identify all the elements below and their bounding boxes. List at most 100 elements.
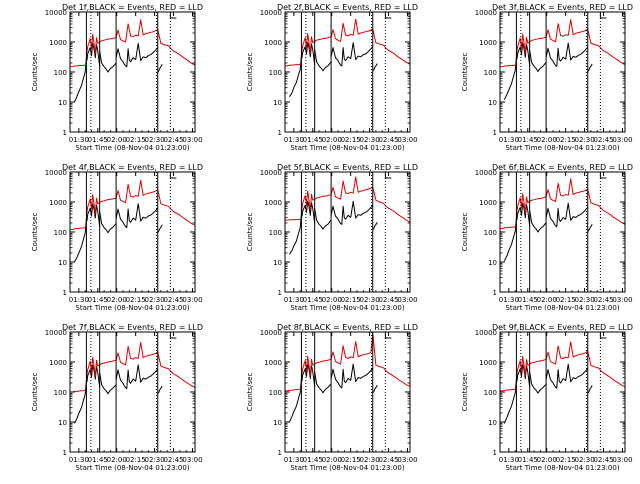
y-tick-label: 1 — [493, 289, 497, 297]
corner-bracket — [599, 173, 607, 179]
events-series-line — [115, 364, 159, 390]
plot-frame — [499, 11, 626, 133]
y-tick-label: 10000 — [45, 169, 67, 177]
chart-title: Det 3f,BLACK = Events, RED = LLD — [492, 3, 633, 12]
y-tick-label: 1 — [278, 289, 282, 297]
plot-frame — [499, 171, 626, 293]
y-tick-label: 10000 — [45, 329, 67, 337]
x-tick-label: 02:30 — [360, 456, 380, 464]
events-series-line — [587, 63, 593, 72]
x-tick-label: 02:30 — [145, 136, 165, 144]
y-tick-label: 10 — [488, 419, 497, 427]
y-tick-label: 10000 — [475, 169, 497, 177]
lld-series-line — [285, 218, 302, 221]
x-tick-label: 01:45 — [303, 136, 323, 144]
y-tick-label: 1 — [493, 129, 497, 137]
x-tick-label: 02:15 — [556, 136, 576, 144]
chart-title: Det 2f,BLACK = Events, RED = LLD — [277, 3, 418, 12]
x-tick-label: 02:30 — [575, 296, 595, 304]
chart-title: Det 9f,BLACK = Events, RED = LLD — [492, 323, 633, 332]
lld-series-line — [515, 19, 626, 66]
x-tick-label: 01:30 — [69, 136, 89, 144]
plot-frame — [284, 331, 411, 453]
x-tick-label: 01:30 — [499, 136, 519, 144]
lld-series-line — [300, 18, 411, 65]
lld-series-line — [515, 178, 626, 225]
x-tick-label: 02:45 — [378, 296, 398, 304]
y-tick-label: 10 — [273, 259, 282, 267]
x-axis-label: Start Time (08-Nov-04 01:23:00) — [290, 464, 404, 472]
plot-frame — [69, 11, 196, 133]
x-axis-label: Start Time (08-Nov-04 01:23:00) — [75, 464, 189, 472]
x-tick-label: 02:30 — [575, 136, 595, 144]
events-series-line — [529, 210, 547, 233]
y-tick-label: 100 — [54, 389, 67, 397]
x-tick-label: 02:15 — [341, 296, 361, 304]
x-tick-label: 01:45 — [88, 296, 108, 304]
x-tick-label: 03:00 — [397, 456, 417, 464]
y-tick-label: 10 — [488, 99, 497, 107]
corner-bracket — [384, 173, 392, 179]
x-tick-label: 02:30 — [575, 456, 595, 464]
events-series-line — [529, 50, 547, 72]
y-axis-label: Counts/sec — [246, 373, 254, 412]
lld-series-line — [285, 388, 302, 392]
y-axis-label: Counts/sec — [461, 373, 469, 412]
chart-panel-1: Det 1f,BLACK = Events, RED = LLD 1 10 100 10… — [31, 3, 203, 152]
x-tick-label: 02:45 — [378, 456, 398, 464]
x-tick-label: 02:45 — [163, 296, 183, 304]
events-series-line — [587, 224, 593, 232]
events-series-line — [314, 208, 332, 230]
x-tick-label: 01:45 — [303, 456, 323, 464]
plot-frame — [499, 331, 626, 453]
plot-frame — [284, 11, 411, 133]
x-tick-label: 02:00 — [107, 456, 127, 464]
y-tick-label: 100 — [269, 69, 282, 77]
x-tick-label: 02:30 — [145, 456, 165, 464]
x-tick-label: 02:15 — [341, 136, 361, 144]
lld-series-line — [500, 388, 517, 392]
y-tick-label: 1000 — [49, 39, 67, 47]
events-series-line — [157, 385, 163, 394]
y-tick-label: 10000 — [45, 9, 67, 17]
events-series-line — [115, 42, 159, 68]
corner-bracket — [599, 13, 607, 19]
events-series-line — [330, 363, 374, 389]
x-tick-label: 01:45 — [518, 136, 538, 144]
lld-series-line — [85, 179, 196, 226]
x-tick-label: 02:00 — [537, 296, 557, 304]
y-axis-label: Counts/sec — [31, 373, 39, 412]
y-tick-label: 10000 — [475, 9, 497, 17]
y-tick-label: 100 — [484, 389, 497, 397]
x-axis-label: Start Time (08-Nov-04 01:23:00) — [505, 144, 619, 152]
x-tick-label: 02:30 — [360, 296, 380, 304]
lld-series-line — [85, 341, 196, 389]
chart-title: Det 6f,BLACK = Events, RED = LLD — [492, 163, 633, 172]
lld-series-line — [515, 341, 626, 388]
plot-frame — [284, 171, 411, 293]
y-tick-label: 10 — [273, 99, 282, 107]
events-series-line — [372, 384, 378, 393]
y-tick-label: 10 — [58, 419, 67, 427]
events-series-line — [545, 42, 589, 67]
events-series-line — [545, 202, 589, 228]
y-axis-label: Counts/sec — [31, 53, 39, 92]
x-tick-label: 02:00 — [107, 136, 127, 144]
y-tick-label: 100 — [269, 389, 282, 397]
y-tick-label: 1000 — [49, 359, 67, 367]
events-series-line — [587, 385, 593, 394]
y-tick-label: 100 — [54, 229, 67, 237]
y-tick-label: 1 — [278, 129, 282, 137]
y-tick-label: 100 — [269, 229, 282, 237]
corner-bracket — [384, 13, 392, 19]
events-series-line — [330, 200, 374, 225]
events-series-line — [314, 371, 332, 394]
x-tick-label: 03:00 — [397, 136, 417, 144]
x-tick-label: 02:15 — [341, 456, 361, 464]
y-tick-label: 10000 — [260, 9, 282, 17]
x-tick-label: 02:45 — [593, 296, 613, 304]
y-axis-label: Counts/sec — [461, 213, 469, 252]
lld-series-line — [500, 64, 517, 68]
events-series-line — [529, 372, 547, 394]
chart-title: Det 5f,BLACK = Events, RED = LLD — [277, 163, 418, 172]
